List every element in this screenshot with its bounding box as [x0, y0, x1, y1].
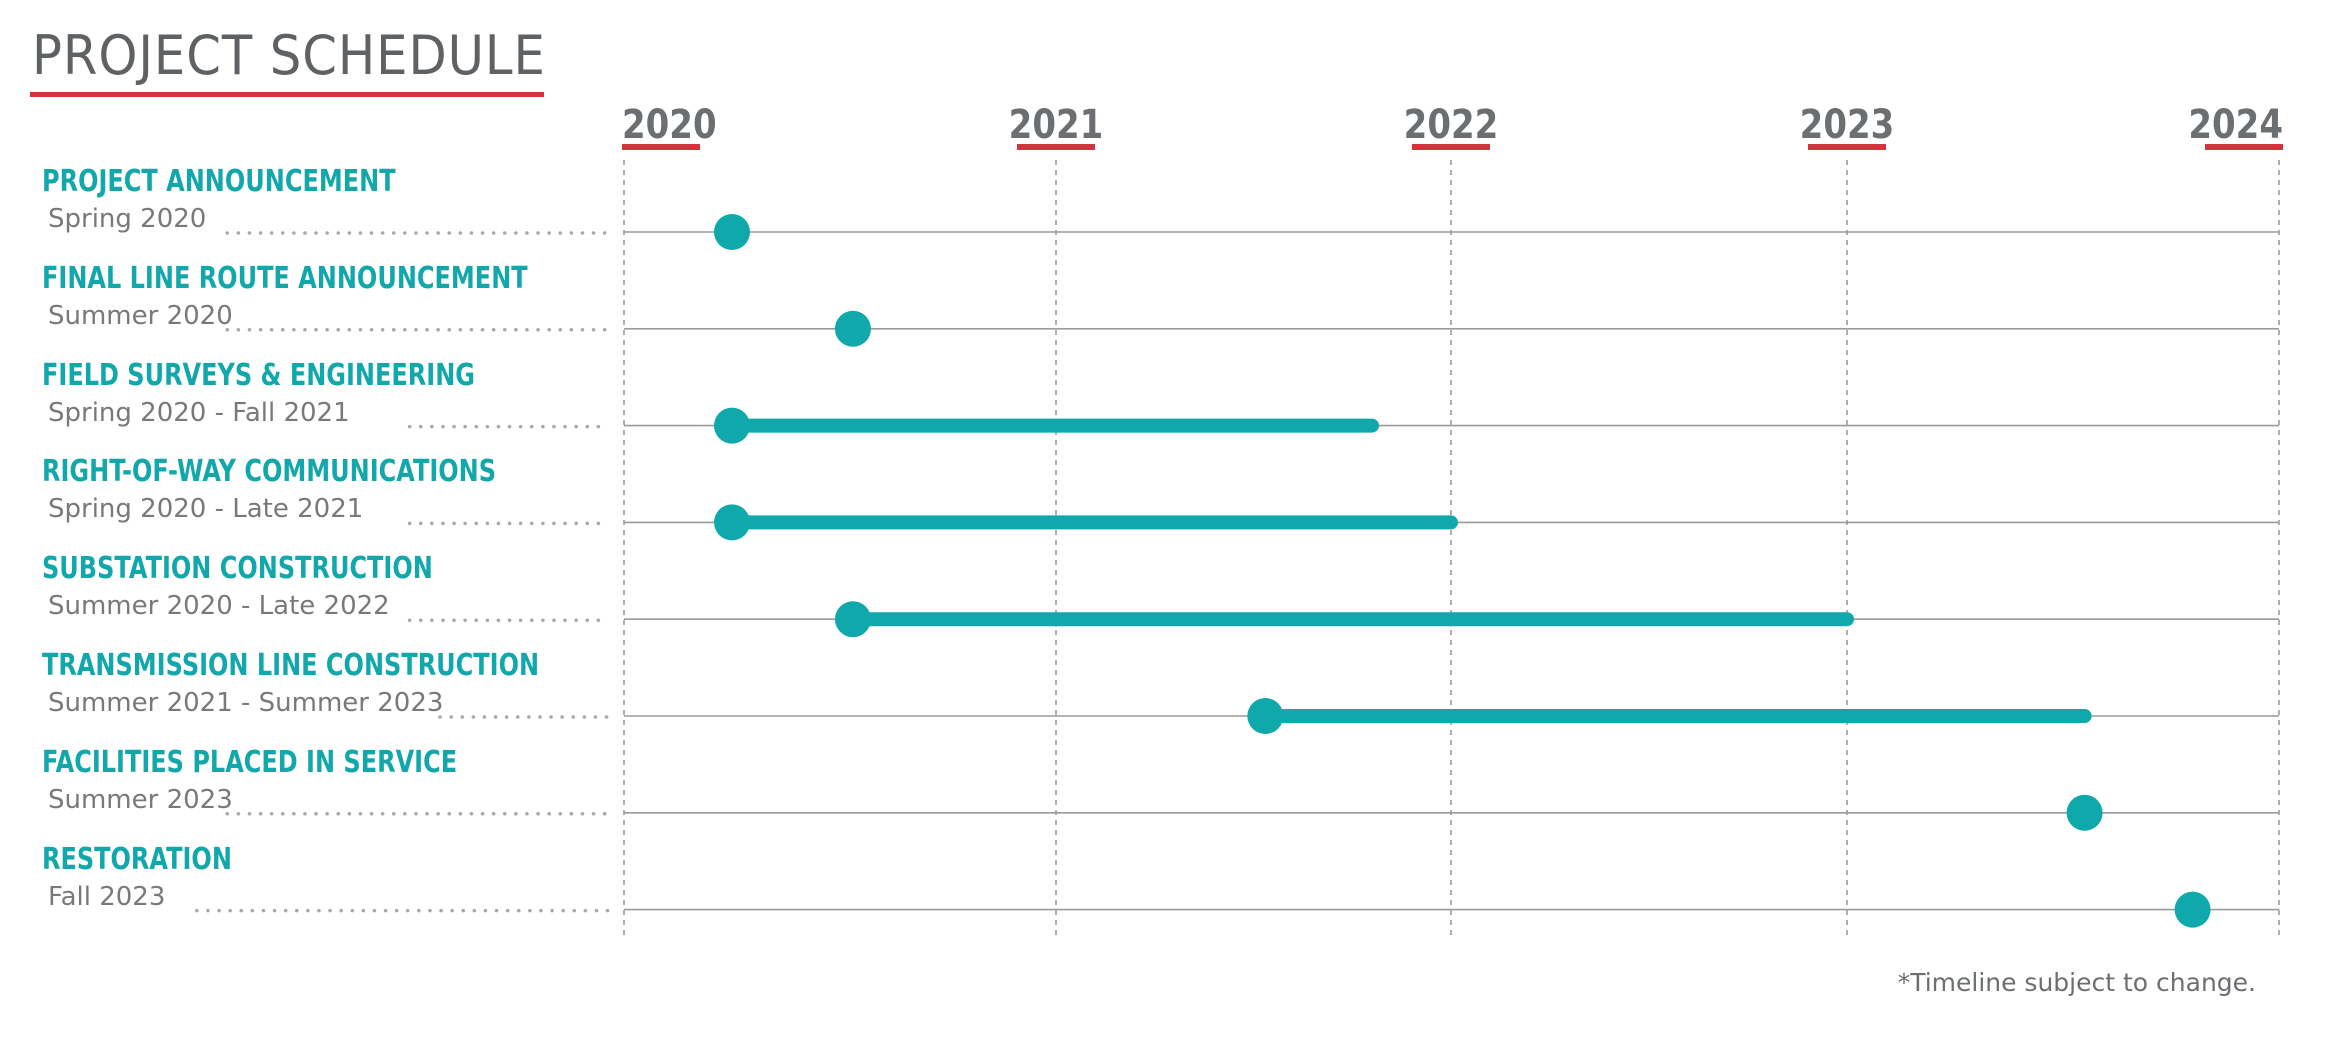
year-underline — [1412, 144, 1490, 150]
task-name: SUBSTATION CONSTRUCTION — [42, 551, 433, 587]
page-title: PROJECT SCHEDULE — [32, 24, 546, 87]
year-tick-label: 2020 — [622, 101, 717, 147]
year-underline — [622, 144, 700, 150]
task-name: RESTORATION — [42, 841, 232, 877]
task-start-marker — [834, 601, 871, 638]
task-start-marker — [2066, 794, 2103, 831]
task-date: Spring 2020 - Late 2021 — [48, 494, 364, 525]
task-name: FACILITIES PLACED IN SERVICE — [42, 744, 458, 780]
task-date: Summer 2020 — [48, 300, 233, 331]
footnote: *Timeline subject to change. — [1897, 968, 2256, 997]
task-date: Summer 2023 — [48, 784, 233, 815]
year-tick-label: 2022 — [1404, 101, 1499, 147]
task-name: PROJECT ANNOUNCEMENT — [42, 164, 396, 199]
task-name: TRANSMISSION LINE CONSTRUCTION — [42, 648, 540, 683]
task-name: RIGHT-OF-WAY COMMUNICATIONS — [42, 454, 497, 490]
year-tick-label: 2023 — [1800, 101, 1895, 147]
task-date: Spring 2020 - Fall 2021 — [48, 397, 350, 428]
title-underline — [30, 92, 544, 97]
task-date: Fall 2023 — [48, 881, 166, 912]
task-date: Spring 2020 — [48, 204, 207, 234]
task-start-marker — [714, 214, 750, 250]
task-start-marker — [1247, 698, 1284, 734]
year-tick-label: 2024 — [2188, 101, 2283, 147]
year-tick-label: 2021 — [1009, 101, 1104, 147]
task-start-marker — [834, 310, 871, 347]
task-start-marker — [2174, 891, 2211, 928]
year-underline — [2205, 144, 2283, 150]
task-name: FINAL LINE ROUTE ANNOUNCEMENT — [42, 260, 528, 296]
task-name: FIELD SURVEYS & ENGINEERING — [42, 357, 475, 393]
task-date: Summer 2021 - Summer 2023 — [48, 688, 444, 718]
year-underline — [1017, 144, 1095, 150]
task-start-marker — [714, 504, 750, 541]
task-start-marker — [714, 407, 750, 444]
year-underline — [1808, 144, 1886, 150]
task-date: Summer 2020 - Late 2022 — [48, 591, 390, 622]
